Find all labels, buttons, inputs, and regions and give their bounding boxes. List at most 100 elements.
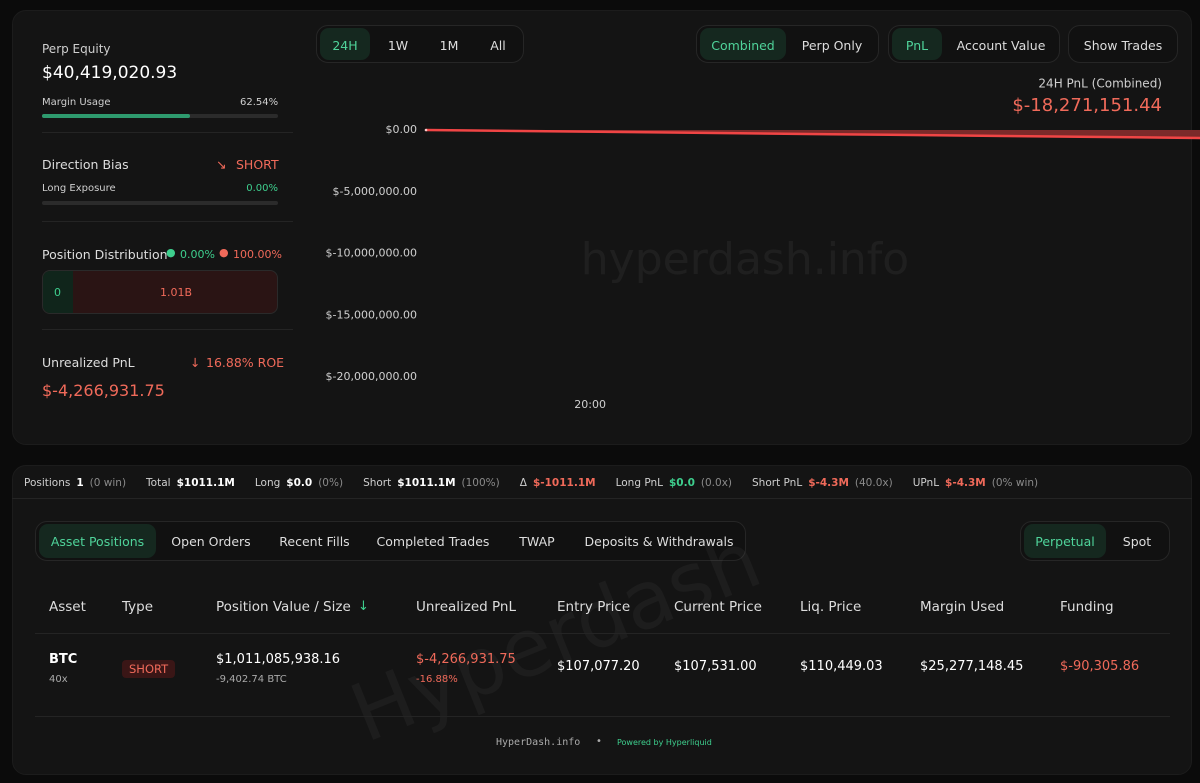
tab[interactable]: Perp Only [801,38,863,53]
tab[interactable]: Completed Trades [376,534,490,549]
column-header: Liq. Price [800,599,862,615]
stat-note: (0.0x) [700,477,733,489]
y-tick-label: $-5,000,000.00 [333,185,417,198]
current-price: $107,531.00 [674,659,757,674]
margin-price: $25,277,148.45 [920,659,1024,674]
stat-note: (0% win) [991,477,1039,489]
chart-subtitle: $-18,271,151.44 [1012,95,1162,116]
point [424,128,428,132]
stat: Long PnL $0.0 (0.0x) [616,477,738,489]
stat-value: $0.0 [286,477,313,489]
stat-label: Short PnL [752,477,803,489]
stats-bar: Positions 1 (0 win) Total $1011.1M Long $0.0 (0… [24,477,1058,489]
distribution-long: 0.00% [180,248,215,261]
footer-powered: Powered by Hyperliquid [617,738,712,747]
stat-value: 1 [76,477,84,489]
divider [35,633,1170,634]
tab[interactable]: 1W [387,38,409,53]
stat-label: Long [254,477,281,489]
tab[interactable]: 1M [439,38,459,53]
long-exposure-track [42,201,278,205]
margin-label: Margin Usage [42,97,111,108]
tab[interactable]: Combined [700,28,786,60]
tab[interactable]: Account Value [956,38,1046,53]
show-trades[interactable]: Show Trades [1083,38,1163,53]
column-header: Unrealized PnL [416,599,517,615]
long-exposure-label: Long Exposure [42,183,116,194]
stat: Positions 1 (0 win) [24,477,132,489]
stat-value: $1011.1M [176,477,235,489]
divider [42,132,293,133]
long-dot: ● [166,246,176,259]
position-value: $1,011,085,938.16 [216,652,341,667]
direction-icon: ↘ [216,157,227,172]
stat-value: $-4.3M [945,477,986,489]
y-tick-label: $-10,000,000.00 [326,247,417,260]
tab[interactable]: Deposits & Withdrawals [584,534,734,549]
stat: Short $1011.1M (100%) [363,477,506,489]
overview-card [12,10,1192,445]
x-tick-label: 20:00 [574,398,606,411]
leverage: 40x [49,674,68,685]
type-badge: SHORT [122,660,176,678]
stat: UPnL $-4.3M (0% win) [913,477,1044,489]
column-header: Current Price [674,599,762,615]
stat-label: Total [146,477,171,489]
y-tick-label: $-15,000,000.00 [326,308,417,321]
short-dot: ● [219,246,229,259]
distribution-bar: 0 1.01B [42,270,278,314]
entry-price: $107,077.20 [557,659,640,674]
upnl-value: $-4,266,931.75 [42,381,165,400]
upnl-icon: ↓ [190,355,201,370]
stat-label: Δ [519,477,527,489]
tab[interactable]: TWAP [519,534,555,549]
tab[interactable]: Perpetual [1024,524,1106,558]
stat: Short PnL $-4.3M (40.0x) [752,477,899,489]
show-trades-box [1068,25,1178,63]
position-size: -9,402.74 BTC [216,674,287,685]
tab[interactable]: Recent Fills [279,534,350,549]
asset: BTC [49,652,78,667]
pnl-chart: 24H PnL (Combined) $-18,271,151.44 hyper… [326,77,1200,411]
tab[interactable]: 24H [320,28,370,60]
footer-site: HyperDash.info [496,737,581,748]
stat-value: $-1011.1M [532,477,596,489]
long-segment-value: 0 [54,286,61,299]
stat: Δ $-1011.1M [520,477,602,489]
distribution-label: Position Distribution [42,247,168,262]
column-header: Entry Price [557,599,631,615]
stat: Long $0.0 (0%) [255,477,349,489]
tab[interactable]: Spot [1122,534,1152,549]
equity-value: $40,419,020.93 [42,63,178,83]
footer-dot: • [596,736,602,747]
stat: Total $1011.1M [146,477,241,489]
divider [12,498,1192,499]
direction-label: Direction Bias [42,157,129,172]
stat-label: Positions [24,477,71,489]
margin-value: 62.54% [240,97,279,108]
column-header: Asset [49,599,86,615]
stat-note: (0 win) [89,477,127,489]
tab[interactable]: All [490,38,506,53]
tab[interactable]: Asset Positions [39,524,156,558]
column-header: Margin Used [920,599,1005,615]
margin-fill [42,114,190,118]
chart-title: 24H PnL (Combined) [1038,77,1162,91]
stat-note: (100%) [461,477,500,489]
stat-note: (0%) [318,477,344,489]
sort-icon: ↓ [358,599,369,614]
distribution-short: 100.00% [233,248,282,261]
stat-value: $1011.1M [397,477,456,489]
tab[interactable]: Open Orders [171,534,251,549]
column-header: Position Value / Size [216,599,351,615]
tab[interactable]: PnL [892,28,942,60]
y-tick-label: $0.00 [386,123,418,136]
upnl: $-4,266,931.75 [416,652,516,667]
stat-label: UPnL [912,477,940,489]
positions-card [12,465,1192,775]
long-segment [43,271,73,313]
funding: $-90,305.86 [1060,659,1140,674]
stat-note: (40.0x) [854,477,893,489]
short-segment-value: 1.01B [159,286,193,299]
divider [42,329,293,330]
